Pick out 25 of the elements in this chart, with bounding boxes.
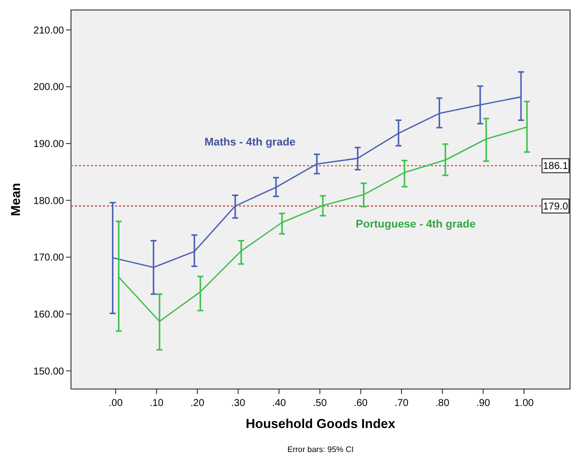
text: Maths - 4th grade (204, 136, 296, 148)
y-axis-title: Mean (8, 182, 23, 216)
x-tick-label: .50 (312, 398, 328, 409)
y-tick-label: 150.00 (33, 366, 64, 378)
text: Error bars: 95% CI (287, 445, 354, 454)
x-tick-label: 1.00 (514, 398, 534, 409)
x-tick-label: .90 (476, 398, 491, 409)
y-tick-label: 160.00 (33, 309, 64, 320)
ref-line-label: 186.1 (542, 161, 568, 172)
x-tick-label: .30 (231, 398, 246, 409)
x-tick-label: .80 (435, 398, 450, 409)
y-tick-label: 210.00 (33, 25, 64, 36)
x-tick-label: .40 (272, 398, 286, 409)
y-tick-label: 190.00 (33, 139, 64, 150)
series-label: Portuguese - 4th grade (356, 218, 476, 231)
x-tick-label: .10 (150, 398, 164, 409)
x-tick-label: .00 (108, 398, 124, 409)
x-axis-title: Household Goods Index (246, 416, 396, 431)
y-tick-label: 200.00 (33, 82, 64, 94)
x-tick-label: .20 (190, 398, 205, 409)
y-tick-label: 180.00 (33, 196, 64, 207)
y-tick-label: 170.00 (33, 252, 64, 264)
x-tick-label: .70 (394, 398, 409, 409)
x-tick-label: .60 (354, 398, 368, 409)
ref-line-label: 179.0 (542, 202, 568, 213)
